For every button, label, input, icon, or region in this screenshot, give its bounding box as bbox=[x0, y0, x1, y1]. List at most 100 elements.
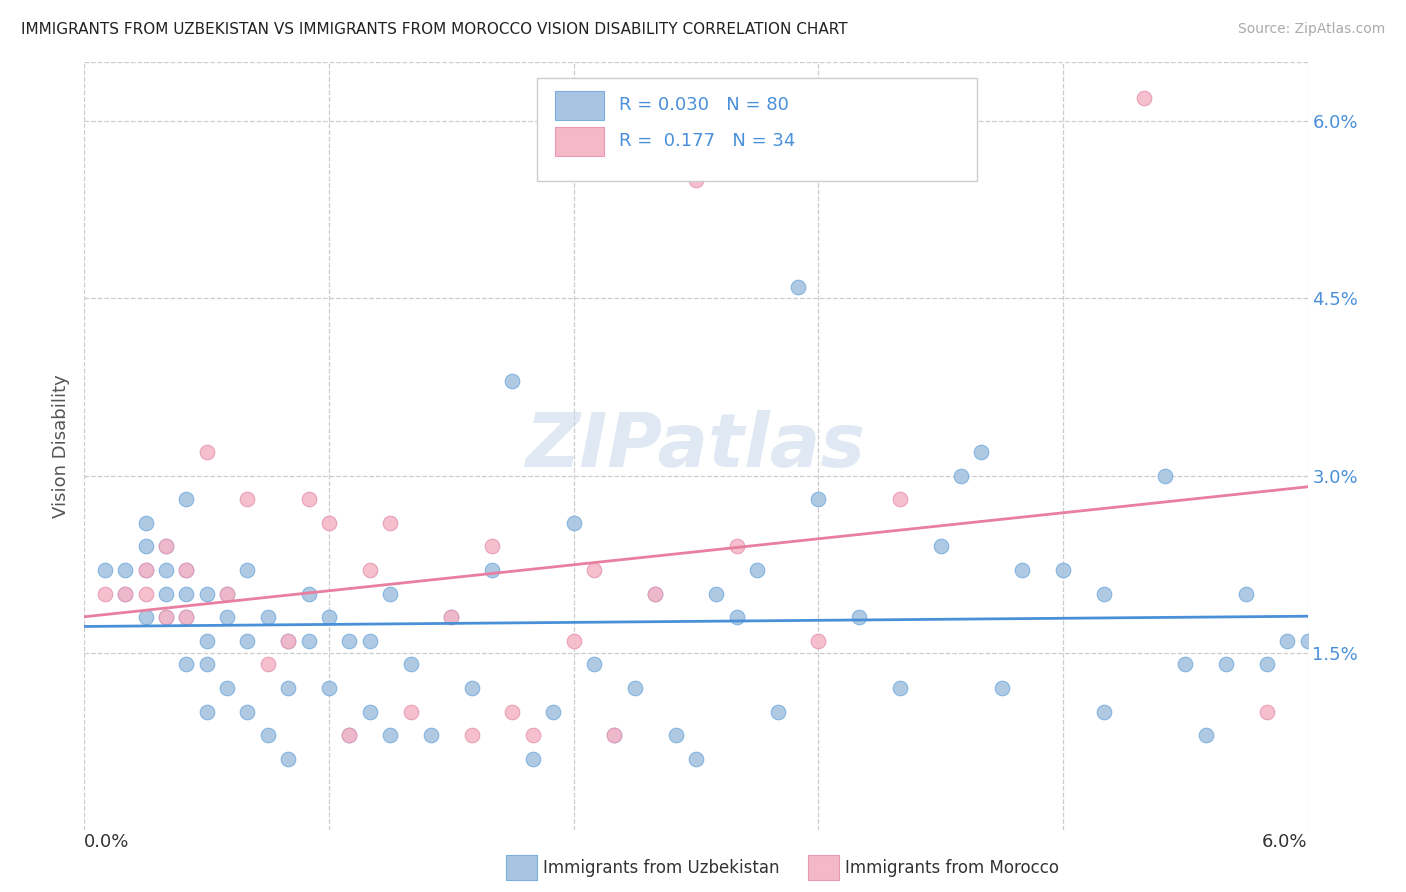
Point bbox=[991, 681, 1014, 695]
Point bbox=[1052, 563, 1074, 577]
Point bbox=[257, 610, 280, 624]
Point bbox=[176, 563, 198, 577]
Point bbox=[217, 586, 239, 600]
Point bbox=[195, 445, 218, 459]
Point bbox=[399, 705, 422, 719]
Point bbox=[583, 563, 606, 577]
Point bbox=[481, 563, 503, 577]
Point bbox=[359, 633, 381, 648]
FancyBboxPatch shape bbox=[555, 127, 605, 156]
Point bbox=[176, 610, 198, 624]
Point bbox=[135, 516, 157, 530]
Point bbox=[461, 681, 484, 695]
Point bbox=[522, 752, 544, 766]
Point bbox=[1092, 705, 1115, 719]
Point bbox=[665, 728, 688, 742]
Point bbox=[155, 563, 177, 577]
Point bbox=[1256, 705, 1278, 719]
Point bbox=[195, 586, 218, 600]
Point bbox=[1011, 563, 1033, 577]
Text: Immigrants from Uzbekistan: Immigrants from Uzbekistan bbox=[543, 859, 779, 877]
Point bbox=[685, 752, 707, 766]
Point bbox=[1277, 633, 1299, 648]
Point bbox=[176, 610, 198, 624]
Point bbox=[1133, 91, 1156, 105]
Point bbox=[298, 633, 321, 648]
Point bbox=[603, 728, 626, 742]
Text: 6.0%: 6.0% bbox=[1263, 832, 1308, 851]
Point bbox=[644, 586, 666, 600]
Point bbox=[114, 586, 136, 600]
Point bbox=[1256, 657, 1278, 672]
Point bbox=[318, 681, 340, 695]
Point bbox=[747, 563, 769, 577]
Point bbox=[889, 681, 911, 695]
Point bbox=[114, 563, 136, 577]
Point bbox=[217, 610, 239, 624]
Point bbox=[543, 705, 565, 719]
Point bbox=[522, 728, 544, 742]
Point bbox=[339, 633, 361, 648]
Point bbox=[562, 516, 585, 530]
Point bbox=[318, 610, 340, 624]
Point bbox=[787, 279, 810, 293]
Point bbox=[603, 728, 626, 742]
Point bbox=[1195, 728, 1218, 742]
Point bbox=[766, 705, 789, 719]
Point bbox=[93, 563, 117, 577]
Point bbox=[135, 586, 157, 600]
Point bbox=[1092, 586, 1115, 600]
Point bbox=[1215, 657, 1237, 672]
Point bbox=[644, 586, 666, 600]
Point bbox=[420, 728, 443, 742]
Point bbox=[298, 492, 321, 507]
Point bbox=[502, 374, 524, 388]
Point bbox=[807, 633, 830, 648]
Point bbox=[502, 705, 524, 719]
Point bbox=[380, 728, 402, 742]
Point bbox=[1154, 468, 1177, 483]
Point bbox=[950, 468, 973, 483]
Text: ZIPatlas: ZIPatlas bbox=[526, 409, 866, 483]
Point bbox=[155, 539, 177, 553]
Point bbox=[706, 586, 728, 600]
Point bbox=[176, 563, 198, 577]
Text: R = 0.030   N = 80: R = 0.030 N = 80 bbox=[619, 96, 789, 114]
Point bbox=[889, 492, 911, 507]
Point bbox=[440, 610, 463, 624]
Point bbox=[176, 586, 198, 600]
Text: IMMIGRANTS FROM UZBEKISTAN VS IMMIGRANTS FROM MOROCCO VISION DISABILITY CORRELAT: IMMIGRANTS FROM UZBEKISTAN VS IMMIGRANTS… bbox=[21, 22, 848, 37]
Point bbox=[1296, 633, 1319, 648]
Point bbox=[155, 610, 177, 624]
Point bbox=[257, 728, 280, 742]
Point bbox=[807, 492, 830, 507]
Point bbox=[155, 539, 177, 553]
Point bbox=[236, 633, 259, 648]
Point bbox=[257, 657, 280, 672]
Point bbox=[236, 563, 259, 577]
Point bbox=[195, 705, 218, 719]
FancyBboxPatch shape bbox=[555, 91, 605, 120]
Point bbox=[135, 610, 157, 624]
Text: Immigrants from Morocco: Immigrants from Morocco bbox=[845, 859, 1059, 877]
Point bbox=[359, 705, 381, 719]
Point bbox=[277, 633, 299, 648]
Point bbox=[298, 586, 321, 600]
Point bbox=[236, 705, 259, 719]
Text: 0.0%: 0.0% bbox=[84, 832, 129, 851]
FancyBboxPatch shape bbox=[537, 78, 977, 181]
Point bbox=[929, 539, 952, 553]
Point bbox=[155, 610, 177, 624]
Point bbox=[848, 610, 870, 624]
Point bbox=[93, 586, 117, 600]
Text: R =  0.177   N = 34: R = 0.177 N = 34 bbox=[619, 132, 796, 151]
Point bbox=[176, 657, 198, 672]
Point bbox=[339, 728, 361, 742]
Point bbox=[217, 681, 239, 695]
Point bbox=[399, 657, 422, 672]
Y-axis label: Vision Disability: Vision Disability bbox=[52, 374, 70, 518]
Point bbox=[277, 752, 299, 766]
Point bbox=[195, 657, 218, 672]
Point bbox=[1236, 586, 1258, 600]
Point bbox=[277, 681, 299, 695]
